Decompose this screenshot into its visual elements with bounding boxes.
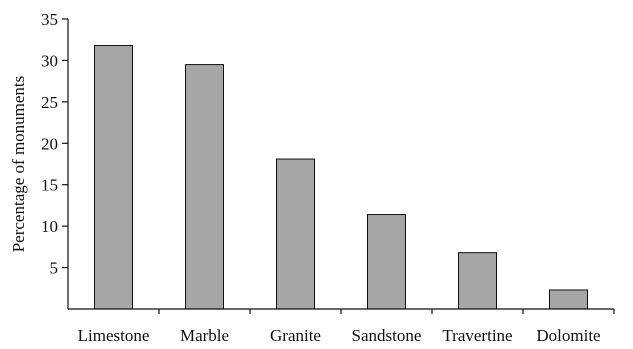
bar-sandstone	[367, 214, 406, 310]
y-axis-title: Percentage of monuments	[9, 76, 28, 253]
bar-granite	[276, 158, 315, 310]
bar-limestone	[94, 45, 133, 310]
x-category-label-dolomite: Dolomite	[536, 326, 600, 345]
y-tick-label: 5	[50, 259, 59, 278]
bar-marble	[185, 64, 224, 310]
y-tick-label: 10	[41, 217, 58, 236]
x-category-label-limestone: Limestone	[78, 326, 150, 345]
bars-group	[94, 45, 588, 310]
x-categories-group: Limestone Marble Granite Sandstone Travertin…	[78, 309, 615, 345]
plot-area: 5 10 15 20 25 30 35 Limestone Marble Granite Sand…	[41, 10, 615, 345]
x-category-label-marble: Marble	[180, 326, 229, 345]
y-ticks-group: 5 10 15 20 25 30 35	[41, 10, 68, 278]
y-tick-label: 35	[41, 10, 58, 29]
y-tick-label: 30	[41, 51, 58, 70]
bar-dolomite	[549, 289, 588, 310]
y-tick-label: 20	[41, 134, 58, 153]
bar-travertine	[458, 252, 497, 310]
x-category-label-sandstone: Sandstone	[352, 326, 422, 345]
x-category-label-granite: Granite	[270, 326, 321, 345]
x-category-label-travertine: Travertine	[442, 326, 512, 345]
y-tick-label: 15	[41, 176, 58, 195]
y-tick-label: 25	[41, 93, 58, 112]
